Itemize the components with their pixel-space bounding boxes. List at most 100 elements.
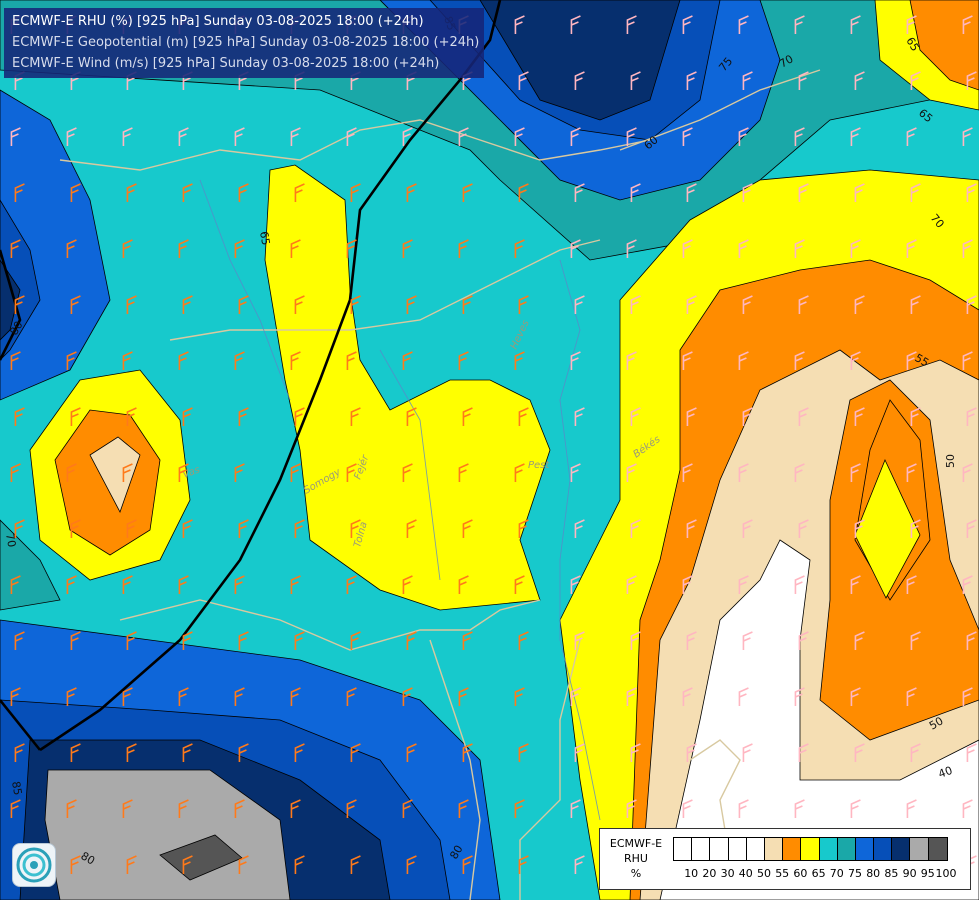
wind-barb <box>742 71 753 90</box>
wind-barb <box>962 127 973 146</box>
wind-barb <box>906 127 917 146</box>
wind-barb <box>234 351 245 370</box>
legend-swatch <box>928 838 947 860</box>
wind-barb <box>462 519 473 538</box>
wind-barb <box>682 239 693 258</box>
wind-barb <box>626 463 637 482</box>
wind-barb <box>738 239 749 258</box>
wind-barb <box>626 127 637 146</box>
wind-barb <box>686 519 697 538</box>
wind-barb <box>458 127 469 146</box>
wind-barb <box>738 351 749 370</box>
wind-barb <box>294 631 305 650</box>
legend-tick-label: 100 <box>935 867 957 880</box>
wind-barb <box>630 519 641 538</box>
wind-barb <box>178 463 189 482</box>
wind-barb <box>10 687 21 706</box>
wind-barb <box>402 239 413 258</box>
wind-barb <box>850 463 861 482</box>
wind-barb <box>290 575 301 594</box>
wind-barb <box>850 799 861 818</box>
wind-barb <box>122 127 133 146</box>
wind-barb <box>122 575 133 594</box>
wind-barb <box>294 183 305 202</box>
wind-barb <box>850 351 861 370</box>
color-legend: ECMWF-E RHU % 10 20 30 40 50 55 60 65 70 75 80 85 90… <box>599 828 971 890</box>
wind-barb <box>350 295 361 314</box>
contour-label-11: 40 <box>937 764 955 781</box>
legend-tick-label: 30 <box>720 867 735 880</box>
legend-tick-label: 60 <box>793 867 808 880</box>
contour-label-8: 55 <box>913 351 932 369</box>
legend-swatch <box>874 838 893 860</box>
wind-barb <box>794 799 805 818</box>
wind-barb <box>574 183 585 202</box>
wind-barb <box>402 127 413 146</box>
legend-tick-label: 50 <box>757 867 771 880</box>
wind-barb <box>742 183 753 202</box>
wind-barb <box>962 799 973 818</box>
legend-title-model: ECMWF-E <box>609 837 663 850</box>
wind-barb <box>682 463 693 482</box>
wind-barb <box>182 631 193 650</box>
wind-barb <box>906 799 917 818</box>
title-line-rhu: ECMWF-E RHU (%) [925 hPa] Sunday 03-08-2… <box>12 14 424 29</box>
legend-tick-label: 75 <box>848 867 862 880</box>
wind-barb <box>682 127 693 146</box>
wind-barb <box>966 743 977 762</box>
wind-barb <box>14 407 25 426</box>
legend-tick-label: 40 <box>738 867 753 880</box>
contour-label-15: 80 <box>79 849 98 867</box>
wind-barb <box>910 183 921 202</box>
wind-barb <box>458 463 469 482</box>
wind-barb <box>570 463 581 482</box>
wind-barb <box>910 71 921 90</box>
contour-labels: 65 60 75 70 80 65 70 55 50 50 40 65 70 8… <box>3 15 957 868</box>
wind-barb <box>794 239 805 258</box>
wind-barb <box>630 743 641 762</box>
wind-barb <box>350 407 361 426</box>
wind-barb <box>738 575 749 594</box>
wind-barb <box>514 127 525 146</box>
wind-barb <box>346 127 357 146</box>
wind-barb <box>182 519 193 538</box>
wind-barb <box>66 239 77 258</box>
wind-barb <box>850 15 861 34</box>
wind-barb <box>126 631 137 650</box>
wind-barb <box>350 743 361 762</box>
wind-barb <box>854 519 865 538</box>
wind-barb <box>794 351 805 370</box>
wind-barb <box>402 687 413 706</box>
wind-barb <box>182 407 193 426</box>
map-title-box: ECMWF-E RHU (%) [925 hPa] Sunday 03-08-2… <box>4 8 484 78</box>
wind-barb <box>238 631 249 650</box>
ecmwf-logo <box>12 843 56 887</box>
wind-barb <box>910 519 921 538</box>
wind-barb <box>14 631 25 650</box>
wind-barb <box>910 407 921 426</box>
wind-barb <box>122 687 133 706</box>
wind-barb <box>178 239 189 258</box>
border-lines <box>59 69 821 900</box>
wind-barb <box>518 183 529 202</box>
wind-barb <box>630 295 641 314</box>
wind-barb <box>518 631 529 650</box>
wind-barb <box>66 463 77 482</box>
wind-barb <box>70 295 81 314</box>
wind-barb <box>906 351 917 370</box>
wind-barb <box>350 855 361 874</box>
legend-tick-labels: 10 20 30 40 50 55 60 65 70 75 80 85 90 95 100 <box>673 867 963 881</box>
wind-barb <box>402 799 413 818</box>
legend-tick-label: 65 <box>811 867 826 880</box>
wind-barb <box>234 239 245 258</box>
wind-barb <box>70 407 81 426</box>
wind-barb <box>294 743 305 762</box>
wind-barb <box>406 519 417 538</box>
wind-barb <box>574 631 585 650</box>
wind-barb <box>10 575 21 594</box>
wind-barb <box>290 127 301 146</box>
wind-barb <box>122 239 133 258</box>
wind-barb <box>570 15 581 34</box>
wind-barb <box>66 127 77 146</box>
